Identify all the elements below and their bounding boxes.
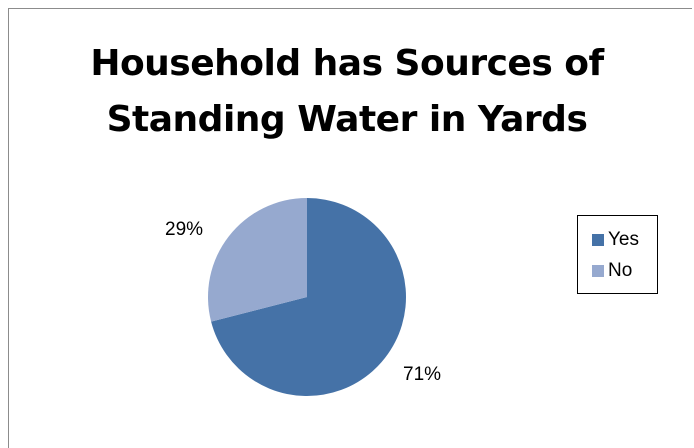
data-label-yes: 71% <box>403 364 441 385</box>
chart-title-line-2: Standing Water in Yards <box>106 99 588 140</box>
chart-title-line-1: Household has Sources of <box>90 43 604 84</box>
chart-title: Household has Sources of Standing Water … <box>0 36 694 148</box>
legend-swatch-yes <box>592 234 604 246</box>
pie-slices <box>207 198 406 396</box>
legend-label-no: No <box>608 260 633 281</box>
legend-swatch-no <box>592 265 604 277</box>
data-label-no: 29% <box>165 219 203 240</box>
legend-item-no: No <box>592 259 632 283</box>
chart-legend: Yes No <box>577 215 658 294</box>
pie-slice-yes <box>211 198 406 396</box>
legend-label-yes: Yes <box>608 229 639 250</box>
pie-slice-no <box>207 198 307 322</box>
legend-item-yes: Yes <box>592 228 639 252</box>
